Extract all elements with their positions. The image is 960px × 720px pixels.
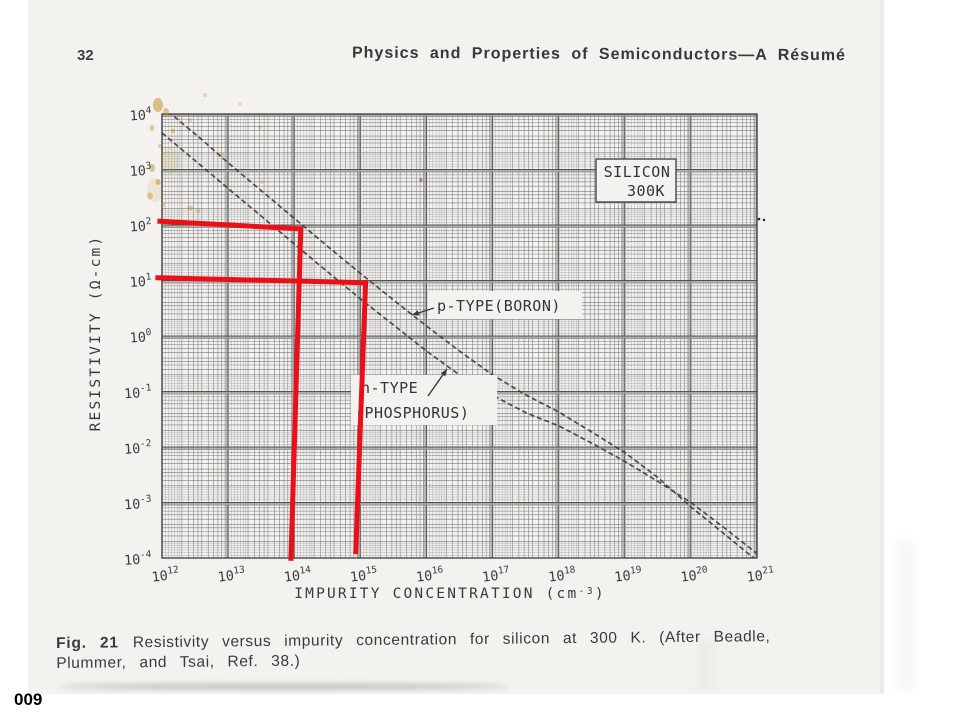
grid-lines [161,113,758,559]
n-type-label: n-TYPE (PHOSPHORUS) [351,368,497,425]
x-tick-label: 1020 [679,564,709,585]
y-tick-label: 101 [129,272,152,292]
x-tick-label: 1012 [151,564,181,585]
p-type-label: p-TYPE(BORON) [411,291,582,319]
label-arrowhead [412,310,420,316]
y-axis-label: RESISTIVITY (Ω-cm) [88,235,104,432]
y-tick-label: 100 [129,327,152,347]
curve-p-type-boron [169,114,755,558]
red-guide-line [157,218,304,561]
y-tick-label: 103 [129,161,152,180]
x-tick-label: 1014 [283,564,313,585]
scan-smudge [896,540,914,690]
slide-number-label: 009 [14,690,43,709]
scan-smudge [700,640,712,690]
y-tick-label: 10-1 [123,383,152,403]
curve-label-text: n-TYPE [361,379,418,397]
label-patch [428,291,582,319]
page-number: 32 [77,47,94,64]
curve-label-text: p-TYPE(BORON) [437,297,561,315]
figure-caption: Fig. 21 Resistivity versus impurity conce… [56,626,886,673]
scan-shadow [60,684,510,689]
curve-label-text: (PHOSPHORUS) [355,404,469,422]
title-box-border [595,158,677,203]
scan-stains [147,93,766,222]
x-tick-label: 1019 [613,564,643,585]
x-tick-label: 1021 [746,564,776,585]
y-tick-label: 102 [129,216,152,235]
x-tick-label: 1018 [547,564,577,585]
x-axis-label: IMPURITY CONCENTRATION (cm-3) [294,586,606,602]
x-tick-label: 1016 [415,564,445,585]
x-tick-label: 1017 [481,564,511,585]
x-tick-label: 1015 [349,564,379,585]
red-annotation-guides [155,218,369,561]
y-tick-label: 10-4 [123,549,152,569]
caption-fig-label: Fig. 21 [56,634,119,652]
y-tick-label: 104 [129,105,152,125]
y-tick-label: 10-2 [123,438,152,458]
x-tick-label: 1013 [217,564,247,585]
page-edge [880,0,886,694]
title-box-text: SILICON [604,163,671,181]
plot-border [161,113,758,559]
tick-labels: 1012 1013 1014 1015 1016 1017 1018 1019 1020 1021… [123,105,775,586]
label-patch [351,375,497,425]
title-box-text: 300K [627,182,665,200]
curve-n-type-phosphorus [162,132,757,555]
curves [162,114,757,558]
caption-line1: Resistivity versus impurity concentratio… [132,628,771,652]
red-guide-line [155,275,369,555]
label-arrowhead [440,369,447,377]
y-tick-label: 10-3 [123,494,152,514]
caption-line2: Plummer, and Tsai, Ref. 38.) [56,652,301,672]
